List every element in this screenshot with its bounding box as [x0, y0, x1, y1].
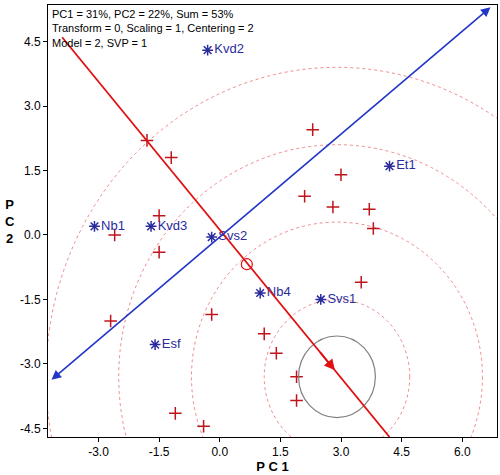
svg-text:P C 1: P C 1 — [256, 459, 288, 474]
svg-text:Svs2: Svs2 — [218, 228, 247, 243]
svg-text:Kvd2: Kvd2 — [214, 41, 244, 56]
svg-text:4.5: 4.5 — [24, 35, 41, 49]
svg-text:4.5: 4.5 — [393, 445, 410, 459]
svg-text:PC1 = 31%, PC2 = 22%, Sum = 53: PC1 = 31%, PC2 = 22%, Sum = 53%Transform… — [52, 8, 254, 49]
svg-text:0.0: 0.0 — [211, 445, 228, 459]
svg-text:Nb4: Nb4 — [267, 284, 291, 299]
svg-text:Nb1: Nb1 — [101, 218, 125, 233]
svg-text:Et1: Et1 — [396, 157, 416, 172]
svg-text:PC2: PC2 — [5, 197, 15, 246]
svg-text:-3.0: -3.0 — [20, 357, 41, 371]
svg-text:3.0: 3.0 — [24, 99, 41, 113]
svg-text:Esf: Esf — [162, 336, 181, 351]
svg-text:Svs1: Svs1 — [327, 291, 356, 306]
svg-text:-3.0: -3.0 — [88, 445, 109, 459]
svg-text:3.0: 3.0 — [333, 445, 350, 459]
svg-text:-1.5: -1.5 — [149, 445, 170, 459]
svg-text:Kvd3: Kvd3 — [158, 218, 188, 233]
svg-text:0.0: 0.0 — [24, 228, 41, 242]
svg-text:1.5: 1.5 — [272, 445, 289, 459]
svg-text:6.0: 6.0 — [454, 445, 471, 459]
svg-text:1.5: 1.5 — [24, 164, 41, 178]
svg-text:-4.5: -4.5 — [20, 422, 41, 436]
svg-text:-1.5: -1.5 — [20, 293, 41, 307]
